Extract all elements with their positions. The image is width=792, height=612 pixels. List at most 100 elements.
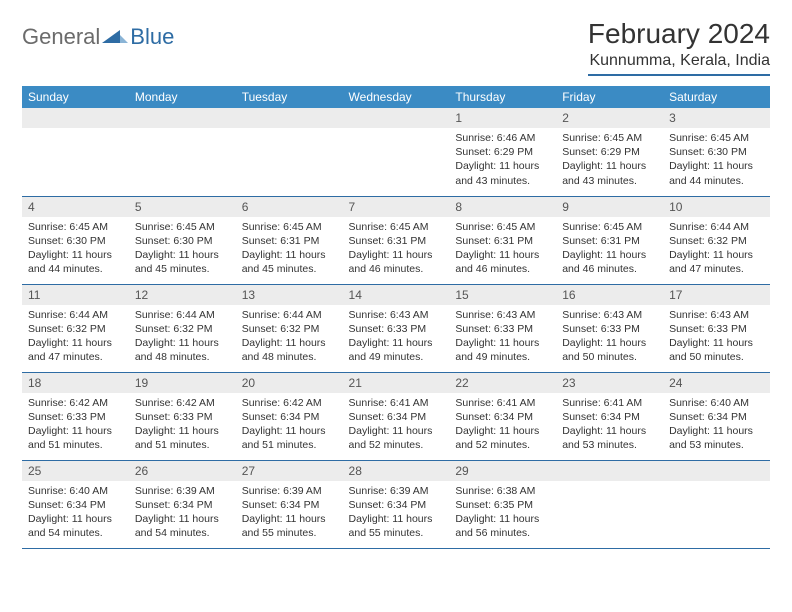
month-title: February 2024 [588,18,770,50]
day-details: Sunrise: 6:43 AMSunset: 6:33 PMDaylight:… [449,305,556,371]
day-details: Sunrise: 6:39 AMSunset: 6:34 PMDaylight:… [129,481,236,547]
day-number: 21 [343,373,450,393]
day-number: 8 [449,197,556,217]
day-number: 22 [449,373,556,393]
daylight-line: Daylight: 11 hours and 51 minutes. [28,424,123,452]
calendar-week-row: 25Sunrise: 6:40 AMSunset: 6:34 PMDayligh… [22,460,770,548]
weekday-header: Monday [129,86,236,108]
day-number: 13 [236,285,343,305]
sunset-line: Sunset: 6:30 PM [669,145,764,159]
day-details: Sunrise: 6:42 AMSunset: 6:34 PMDaylight:… [236,393,343,459]
day-number: 3 [663,108,770,128]
sunset-line: Sunset: 6:34 PM [242,410,337,424]
calendar-day-cell: 11Sunrise: 6:44 AMSunset: 6:32 PMDayligh… [22,284,129,372]
day-number: 16 [556,285,663,305]
calendar-empty-cell [129,108,236,196]
daylight-line: Daylight: 11 hours and 56 minutes. [455,512,550,540]
day-number [663,461,770,481]
sunrise-line: Sunrise: 6:43 AM [455,308,550,322]
calendar-day-cell: 25Sunrise: 6:40 AMSunset: 6:34 PMDayligh… [22,460,129,548]
sunset-line: Sunset: 6:32 PM [135,322,230,336]
calendar-day-cell: 18Sunrise: 6:42 AMSunset: 6:33 PMDayligh… [22,372,129,460]
calendar-day-cell: 20Sunrise: 6:42 AMSunset: 6:34 PMDayligh… [236,372,343,460]
calendar-day-cell: 1Sunrise: 6:46 AMSunset: 6:29 PMDaylight… [449,108,556,196]
calendar-day-cell: 28Sunrise: 6:39 AMSunset: 6:34 PMDayligh… [343,460,450,548]
calendar-day-cell: 17Sunrise: 6:43 AMSunset: 6:33 PMDayligh… [663,284,770,372]
day-details: Sunrise: 6:41 AMSunset: 6:34 PMDaylight:… [449,393,556,459]
weekday-header: Saturday [663,86,770,108]
day-details: Sunrise: 6:44 AMSunset: 6:32 PMDaylight:… [236,305,343,371]
day-details: Sunrise: 6:44 AMSunset: 6:32 PMDaylight:… [22,305,129,371]
day-details [343,128,450,178]
daylight-line: Daylight: 11 hours and 47 minutes. [669,248,764,276]
calendar-day-cell: 29Sunrise: 6:38 AMSunset: 6:35 PMDayligh… [449,460,556,548]
day-details: Sunrise: 6:45 AMSunset: 6:31 PMDaylight:… [343,217,450,283]
day-details [663,481,770,531]
sunset-line: Sunset: 6:33 PM [135,410,230,424]
day-details: Sunrise: 6:44 AMSunset: 6:32 PMDaylight:… [129,305,236,371]
sunrise-line: Sunrise: 6:45 AM [135,220,230,234]
day-details: Sunrise: 6:43 AMSunset: 6:33 PMDaylight:… [663,305,770,371]
brand-triangle-icon [102,27,128,48]
sunset-line: Sunset: 6:29 PM [562,145,657,159]
calendar-day-cell: 27Sunrise: 6:39 AMSunset: 6:34 PMDayligh… [236,460,343,548]
page-header: General Blue February 2024 Kunnumma, Ker… [22,18,770,76]
brand-text-blue: Blue [130,24,174,50]
day-number: 18 [22,373,129,393]
calendar-day-cell: 26Sunrise: 6:39 AMSunset: 6:34 PMDayligh… [129,460,236,548]
sunrise-line: Sunrise: 6:45 AM [455,220,550,234]
day-number: 4 [22,197,129,217]
sunrise-line: Sunrise: 6:44 AM [135,308,230,322]
daylight-line: Daylight: 11 hours and 50 minutes. [669,336,764,364]
calendar-day-cell: 15Sunrise: 6:43 AMSunset: 6:33 PMDayligh… [449,284,556,372]
daylight-line: Daylight: 11 hours and 43 minutes. [455,159,550,187]
daylight-line: Daylight: 11 hours and 49 minutes. [455,336,550,364]
daylight-line: Daylight: 11 hours and 49 minutes. [349,336,444,364]
day-details: Sunrise: 6:45 AMSunset: 6:30 PMDaylight:… [663,128,770,194]
calendar-empty-cell [556,460,663,548]
day-details: Sunrise: 6:45 AMSunset: 6:31 PMDaylight:… [236,217,343,283]
sunset-line: Sunset: 6:30 PM [135,234,230,248]
daylight-line: Daylight: 11 hours and 48 minutes. [242,336,337,364]
calendar-header-row: SundayMondayTuesdayWednesdayThursdayFrid… [22,86,770,108]
day-number: 14 [343,285,450,305]
day-number: 5 [129,197,236,217]
sunrise-line: Sunrise: 6:43 AM [669,308,764,322]
day-details: Sunrise: 6:42 AMSunset: 6:33 PMDaylight:… [22,393,129,459]
sunrise-line: Sunrise: 6:44 AM [669,220,764,234]
sunrise-line: Sunrise: 6:42 AM [242,396,337,410]
sunset-line: Sunset: 6:32 PM [669,234,764,248]
sunset-line: Sunset: 6:29 PM [455,145,550,159]
sunrise-line: Sunrise: 6:41 AM [455,396,550,410]
daylight-line: Daylight: 11 hours and 48 minutes. [135,336,230,364]
calendar-day-cell: 5Sunrise: 6:45 AMSunset: 6:30 PMDaylight… [129,196,236,284]
day-details: Sunrise: 6:40 AMSunset: 6:34 PMDaylight:… [663,393,770,459]
calendar-day-cell: 13Sunrise: 6:44 AMSunset: 6:32 PMDayligh… [236,284,343,372]
day-number: 6 [236,197,343,217]
sunset-line: Sunset: 6:32 PM [242,322,337,336]
weekday-header: Sunday [22,86,129,108]
brand-logo: General Blue [22,24,174,50]
calendar-week-row: 18Sunrise: 6:42 AMSunset: 6:33 PMDayligh… [22,372,770,460]
day-number: 9 [556,197,663,217]
day-number: 1 [449,108,556,128]
daylight-line: Daylight: 11 hours and 44 minutes. [669,159,764,187]
sunset-line: Sunset: 6:34 PM [242,498,337,512]
sunset-line: Sunset: 6:34 PM [669,410,764,424]
day-details [129,128,236,178]
daylight-line: Daylight: 11 hours and 47 minutes. [28,336,123,364]
calendar-empty-cell [663,460,770,548]
daylight-line: Daylight: 11 hours and 52 minutes. [455,424,550,452]
day-details: Sunrise: 6:45 AMSunset: 6:31 PMDaylight:… [449,217,556,283]
sunset-line: Sunset: 6:34 PM [562,410,657,424]
day-number: 27 [236,461,343,481]
day-number: 26 [129,461,236,481]
daylight-line: Daylight: 11 hours and 54 minutes. [28,512,123,540]
day-details: Sunrise: 6:44 AMSunset: 6:32 PMDaylight:… [663,217,770,283]
day-number [556,461,663,481]
title-block: February 2024 Kunnumma, Kerala, India [588,18,770,76]
calendar-day-cell: 21Sunrise: 6:41 AMSunset: 6:34 PMDayligh… [343,372,450,460]
calendar-body: 1Sunrise: 6:46 AMSunset: 6:29 PMDaylight… [22,108,770,548]
day-number: 17 [663,285,770,305]
calendar-day-cell: 3Sunrise: 6:45 AMSunset: 6:30 PMDaylight… [663,108,770,196]
